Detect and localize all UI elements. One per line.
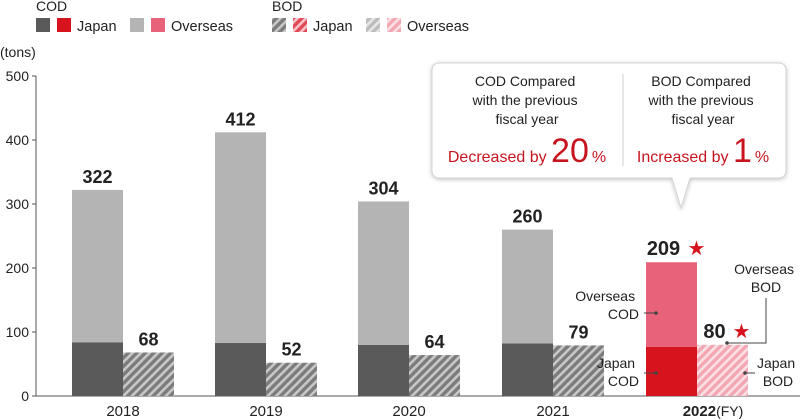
label-cod-total-2020: 304 (368, 178, 398, 198)
bar-cod-japan-2020 (358, 344, 409, 396)
y-tick-label: 500 (6, 68, 30, 84)
bar-bod-japan-2020 (409, 355, 460, 396)
x-tick-label-2018: 2018 (106, 403, 139, 420)
callout-bod-heading: BOD Compared with the previous fiscal ye… (648, 73, 758, 127)
bar-cod-japan-2018 (72, 342, 123, 396)
x-axis-tick-labels: 2018 2019 2020 2021 2022(FY) (106, 403, 743, 420)
leader-overseas-cod-dot (654, 311, 658, 315)
bar-value-labels: 322 68 412 52 304 64 260 79 209 80 ★ ★ (82, 109, 750, 359)
y-axis-unit-label: (tons) (0, 44, 36, 60)
legend-bod-title: BOD (272, 0, 302, 14)
annotation-japan-bod: Japan BOD (757, 355, 799, 389)
legend-bod-past-japan-swatch (272, 18, 286, 32)
leader-overseas-bod (727, 298, 767, 344)
x-tick-label-2019: 2019 (249, 403, 282, 420)
legend-bod-past-overseas-swatch (366, 18, 380, 32)
label-bod-total-2022: 80 (703, 321, 725, 343)
bar-bod-japan-2021 (553, 345, 604, 396)
callout-box (431, 62, 787, 210)
label-cod-total-2022: 209 (647, 238, 680, 260)
bar-bod-japan-2019 (266, 362, 317, 396)
bar-cod-japan-2021 (502, 343, 553, 396)
annotation-overseas-cod: Overseas COD (575, 288, 639, 322)
legend-cod-past-japan-swatch (36, 18, 50, 32)
bar-bod-japan-2022 (697, 344, 748, 396)
y-tick-label: 200 (6, 260, 30, 276)
callout-cod-heading: COD Compared with the previous fiscal ye… (472, 73, 582, 127)
bar-cod-overseas-2018 (72, 189, 123, 343)
legend-bod-overseas-label: Overseas (407, 19, 469, 35)
legend-bod-current-overseas-swatch (387, 18, 401, 32)
bar-cod-overseas-2019 (215, 132, 266, 343)
label-bod-total-2018: 68 (138, 329, 158, 349)
legend-bod-current-japan-swatch (293, 18, 307, 32)
bar-cod-overseas-2022 (646, 262, 697, 347)
label-bod-total-2020: 64 (424, 332, 444, 352)
label-bod-total-2019: 52 (281, 340, 301, 360)
star-icon: ★ (688, 238, 706, 260)
legend-cod-current-overseas-swatch (151, 18, 165, 32)
x-tick-label-2021: 2021 (536, 403, 569, 420)
label-cod-total-2019: 412 (225, 109, 255, 129)
bars (72, 132, 748, 396)
label-cod-total-2021: 260 (512, 207, 542, 227)
bar-cod-overseas-2020 (358, 201, 409, 345)
y-tick-label: 300 (6, 196, 30, 212)
legend: COD Japan Overseas BOD Japan Overseas (36, 0, 469, 35)
label-cod-total-2018: 322 (82, 167, 112, 187)
comparison-callout: COD Compared with the previous fiscal ye… (431, 62, 787, 210)
legend-bod-japan-label: Japan (313, 19, 353, 35)
bar-cod-japan-2022 (646, 346, 697, 396)
bar-cod-overseas-2021 (502, 229, 553, 344)
callout-cod-result: Decreased by 20% (448, 132, 606, 170)
label-bod-total-2021: 79 (568, 322, 588, 342)
legend-cod-current-japan-swatch (57, 18, 71, 32)
legend-cod-title: COD (36, 0, 67, 14)
leader-overseas-bod-dot (725, 341, 729, 345)
legend-cod-japan-label: Japan (77, 19, 117, 35)
legend-cod-past-overseas-swatch (130, 18, 144, 32)
x-tick-label-2022: 2022(FY) (683, 403, 744, 420)
y-tick-label: 0 (21, 388, 29, 404)
leader-japan-bod-dot (743, 371, 747, 375)
legend-cod-overseas-label: Overseas (171, 19, 233, 35)
callout-bod-result: Increased by 1% (637, 132, 769, 170)
star-icon: ★ (733, 321, 751, 343)
annotation-overseas-bod: Overseas BOD (734, 261, 798, 295)
bar-bod-japan-2018 (123, 352, 174, 396)
y-tick-label: 100 (6, 324, 30, 340)
x-tick-label-2020: 2020 (392, 403, 425, 420)
bar-cod-japan-2019 (215, 342, 266, 396)
annotation-japan-cod: Japan COD (597, 355, 639, 389)
leader-japan-cod-dot (654, 371, 658, 375)
highlight-annotations: Overseas COD Japan COD Overseas BOD Japa… (575, 261, 799, 389)
y-tick-label: 400 (6, 132, 30, 148)
